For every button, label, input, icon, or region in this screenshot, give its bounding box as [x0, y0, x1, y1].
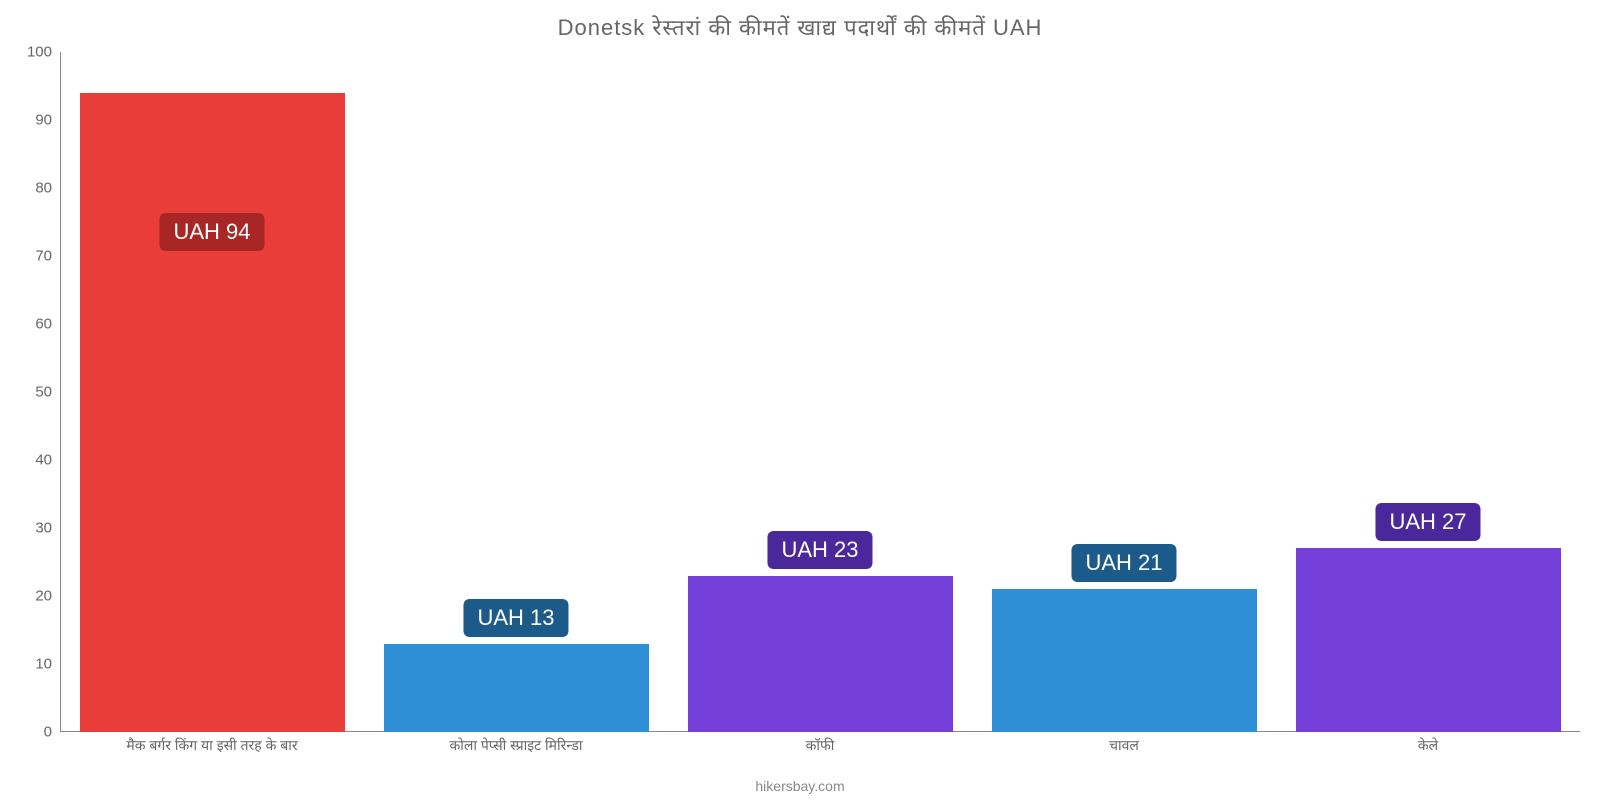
y-tick-label: 40 [10, 452, 52, 469]
bar: UAH 27 [1296, 548, 1561, 732]
bar: UAH 13 [384, 644, 649, 732]
y-tick-label: 30 [10, 520, 52, 537]
x-axis-label: कोला पेप्सी स्प्राइट मिरिन्डा [376, 736, 656, 755]
y-tick-label: 70 [10, 248, 52, 265]
bar-value-badge: UAH 27 [1375, 503, 1480, 541]
bar-slot: UAH 23 [680, 52, 960, 732]
x-labels-group: मैक बर्गर किंग या इसी तरह के बार कोला पेप… [60, 736, 1580, 755]
x-axis-label: मैक बर्गर किंग या इसी तरह के बार [72, 736, 352, 755]
bar-value-badge: UAH 21 [1071, 544, 1176, 582]
x-axis-label: चावल [984, 736, 1264, 755]
y-tick-label: 10 [10, 656, 52, 673]
bar-value-badge: UAH 23 [767, 531, 872, 569]
y-tick-label: 90 [10, 112, 52, 129]
y-tick-label: 100 [10, 44, 52, 61]
plot-area: UAH 94UAH 13UAH 23UAH 21UAH 27 010203040… [60, 52, 1580, 732]
footer-credit: hikersbay.com [0, 778, 1600, 794]
y-tick-label: 80 [10, 180, 52, 197]
bar: UAH 21 [992, 589, 1257, 732]
x-axis-label: केले [1288, 736, 1568, 755]
bar-value-badge: UAH 94 [159, 213, 264, 251]
chart-title: Donetsk रेस्तरां की कीमतें खाद्य पदार्थो… [0, 0, 1600, 50]
x-axis-label: कॉफी [680, 736, 960, 755]
bar-value-badge: UAH 13 [463, 599, 568, 637]
y-tick-label: 0 [10, 724, 52, 741]
y-tick-label: 20 [10, 588, 52, 605]
bar-slot: UAH 21 [984, 52, 1264, 732]
y-tick-label: 50 [10, 384, 52, 401]
bar-slot: UAH 27 [1288, 52, 1568, 732]
chart-container: Donetsk रेस्तरां की कीमतें खाद्य पदार्थो… [0, 0, 1600, 800]
bar: UAH 94 [80, 93, 345, 732]
bars-group: UAH 94 UAH 13 UAH 23 UAH 21 UAH 27 [60, 52, 1580, 732]
y-tick-label: 60 [10, 316, 52, 333]
bar: UAH 23 [688, 576, 953, 732]
bar-slot: UAH 94 [72, 52, 352, 732]
bar-slot: UAH 13 [376, 52, 656, 732]
